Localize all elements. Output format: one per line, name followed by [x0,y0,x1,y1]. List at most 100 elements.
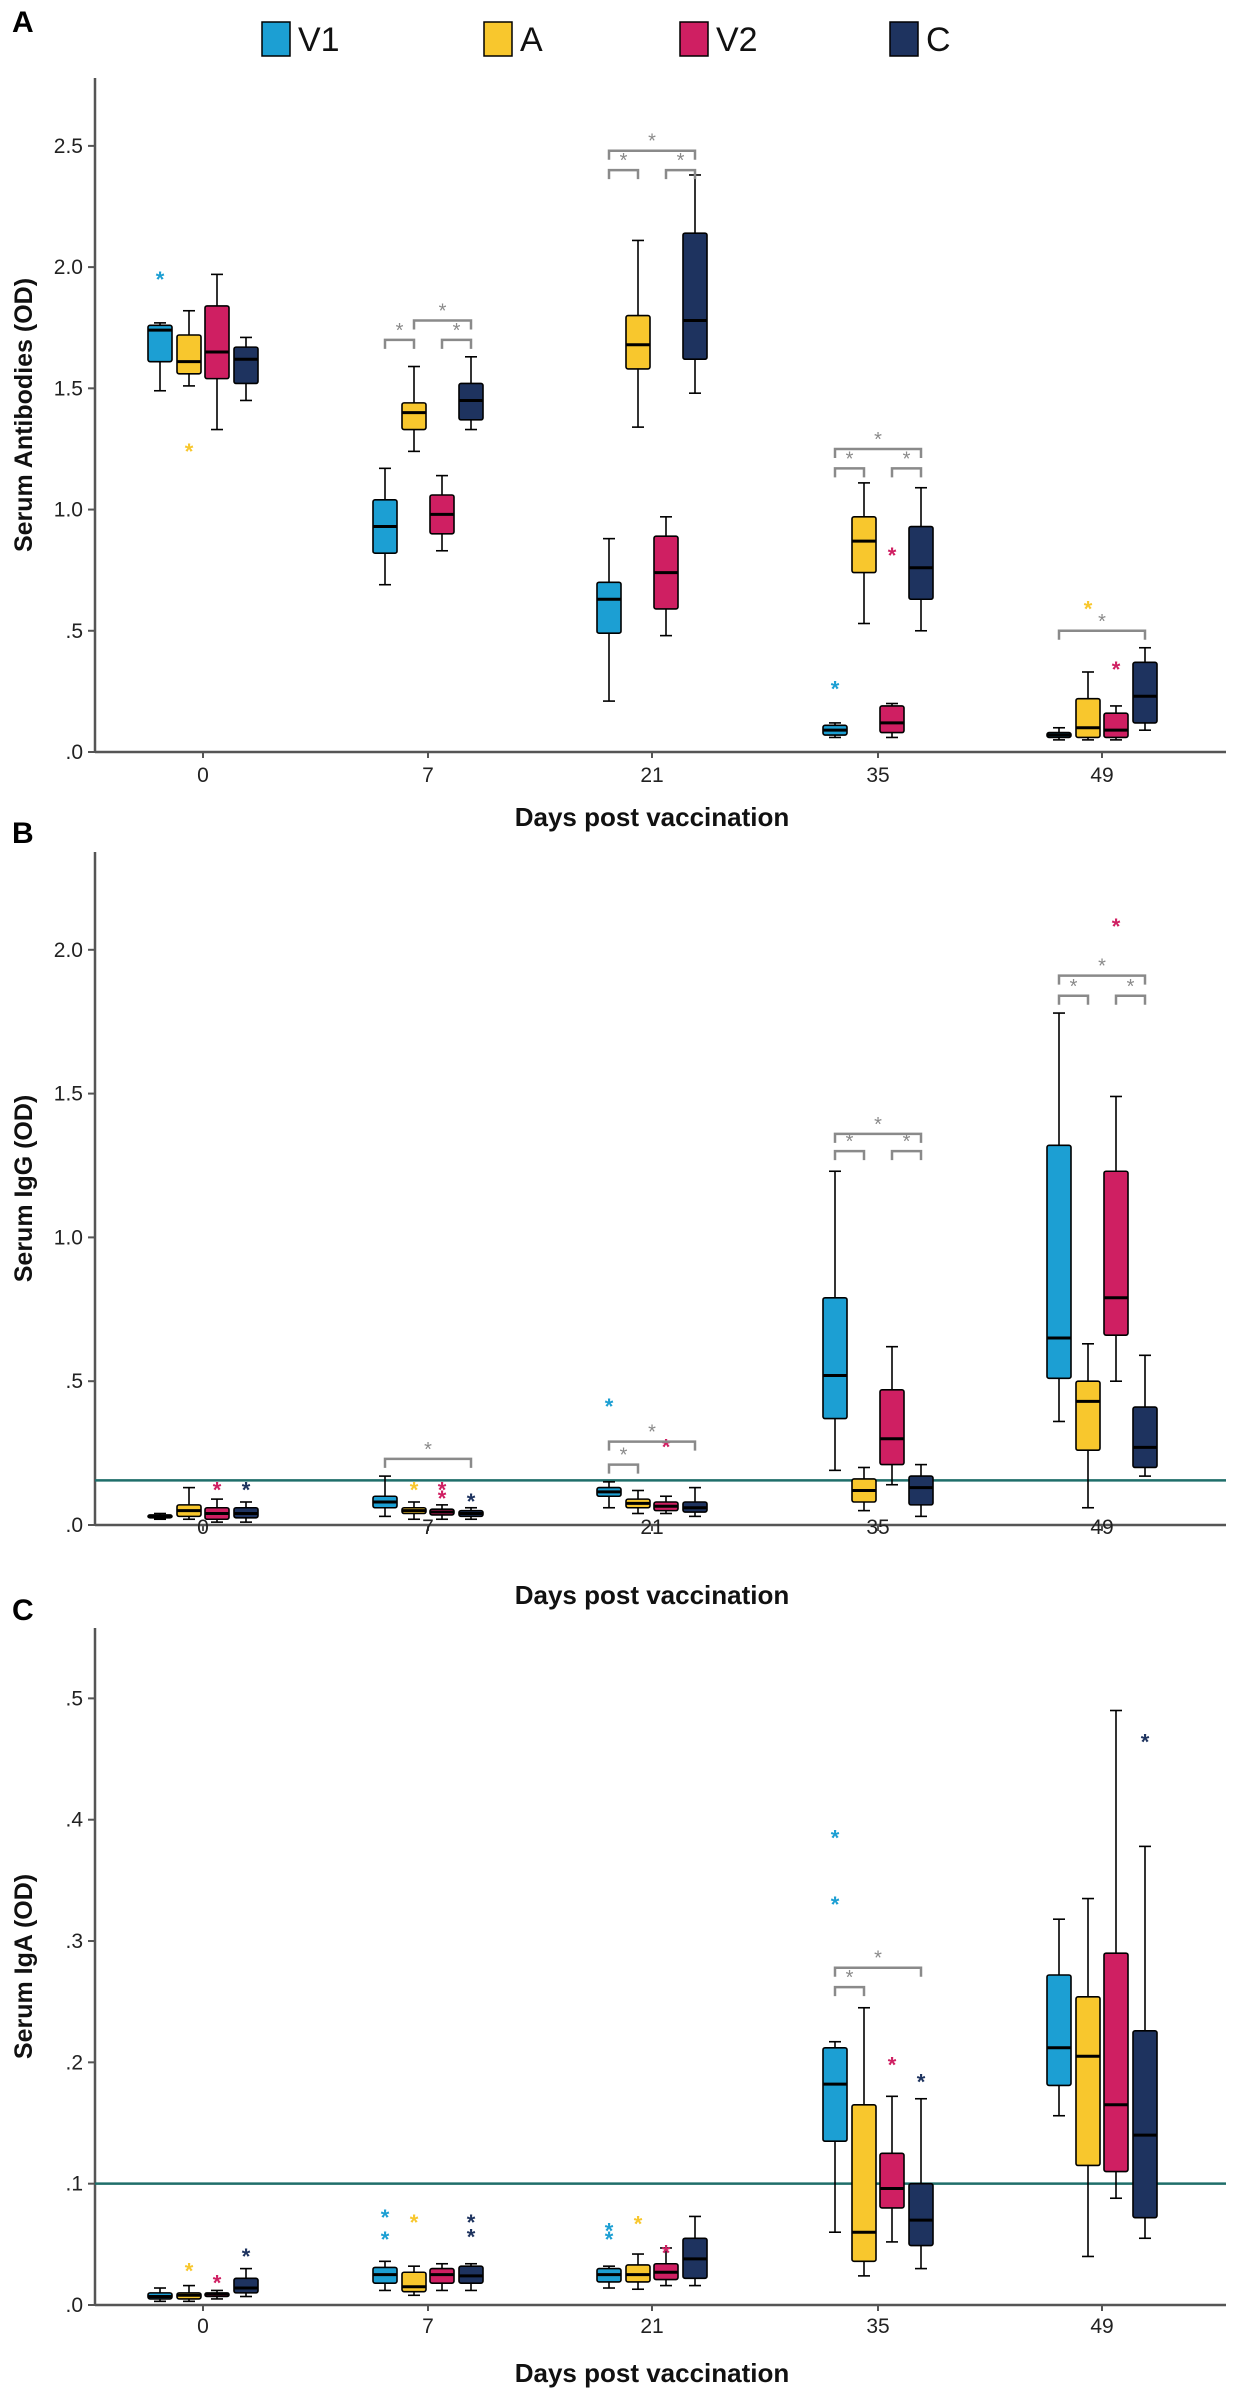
panel-c-box-day0-v1 [147,2287,173,2303]
panel-b-serum-igg: B .0 .5 1.0 1.5 2.0 0 7 21 35 49 Serum IgG (OD) Days… [10,817,1226,1610]
legend-label-a: A [520,21,543,59]
panel-a-box-day49-c [1132,646,1158,731]
panel-b-box-day7-v2 [429,1504,455,1521]
significance-bracket [412,319,473,330]
panel-b-significance-day35-v1-c: * [833,1114,923,1143]
significance-star: * [648,131,656,153]
panel-c-box-day7-c [458,2262,484,2292]
panel-a-y-tick-label: 1.0 [54,499,83,522]
box-body [908,1475,934,1506]
significance-bracket [1057,629,1147,640]
panel-a-box-day35-v1 [822,722,848,739]
significance-star: * [396,320,404,342]
panel-c-outlier-day35-v2: * [888,2052,897,2077]
significance-star: * [620,150,628,172]
panel-a-x-tick-label: 49 [1090,764,1113,787]
panel-b-outlier-day7-v2: * [438,1478,447,1503]
panel-b-outlier-day7-c: * [467,1489,476,1514]
panel-c-outlier-day35-v1: * [831,1825,840,1850]
panel-a-y-tick-label: .5 [65,620,83,643]
box-body [625,314,651,370]
panel-a-box-day35-v2 [879,702,905,739]
panel-c-outlier-day7-c: * [467,2225,476,2250]
panel-b-box-day7-v1 [372,1475,398,1518]
significance-bracket [383,1457,473,1468]
panel-c-outlier-day0-c: * [242,2244,251,2269]
panel-a-box-day49-a [1075,671,1101,741]
panel-b-box-day0-v1 [147,1512,173,1521]
panel-c-box-day49-a [1075,1897,1101,2258]
panel-c-box-day0-v2 [204,2289,230,2300]
panel-c-outlier-day7-v1: * [381,2227,390,2252]
box-body [1046,1144,1072,1380]
panel-c-y-tick-label: .3 [65,1930,83,1953]
box-body [879,1389,905,1466]
panel-c-outlier-day7-v1: * [381,2205,390,2230]
box-body [401,402,427,431]
significance-star: * [874,429,882,451]
panel-c-serum-iga: C .0 .1 .2 .3 .4 .5 0 7 21 35 49 Serum IgA (OD) Days … [10,1594,1226,2388]
panel-c-y-tick-label: .1 [65,2173,83,2196]
panel-b-x-tick-label: 0 [197,1516,209,1539]
legend-label-c: C [926,21,951,59]
panel-a-significance-day7-a-c: * [412,300,473,330]
panel-a-y-tick-label: 1.5 [54,377,83,400]
significance-star: * [439,300,447,322]
significance-bracket [1114,994,1147,1005]
panel-a-outlier-day35-v2: * [888,543,897,568]
panel-a-outlier-day35-v1: * [831,677,840,702]
significance-bracket [383,338,416,349]
significance-star: * [874,1114,882,1136]
significance-bracket [833,1985,866,1997]
box-body [233,346,259,385]
panel-b-y-tick-label: .0 [65,1514,83,1537]
panel-b-significance-day21-v1-c: * [607,1422,697,1451]
significance-bracket [440,338,473,349]
legend: V1 A V2 C [261,21,951,59]
panel-c-x-tick-label: 49 [1090,2315,1113,2338]
panel-b-box-day0-a [176,1486,202,1521]
panel-b-box-day7-c [458,1506,484,1521]
panel-b-box-day21-v2 [653,1495,679,1515]
panel-a-box-day49-v1 [1046,726,1072,741]
panel-c-box-day21-c [682,2215,708,2287]
panel-c-box-day35-c [908,2097,934,2270]
box-body [822,2046,848,2143]
panel-a-serum-antibodies: A .0 .5 1.0 1.5 2.0 2.5 0 7 21 35 49 Serum Antibodie… [10,6,1226,832]
panel-a-significance-day21-v2-c: * [664,150,697,180]
panel-a-y-tick-label: 2.0 [54,256,83,279]
box-body [1075,1996,1101,2167]
panel-b-box-day21-v1 [596,1481,622,1509]
panel-b-y-axis-label: Serum IgG (OD) [10,1095,38,1283]
panel-b-box-day49-a [1075,1343,1101,1509]
panel-c-x-tick-label: 35 [866,2315,889,2338]
panel-c-outlier-day7-c: * [467,2210,476,2235]
significance-star: * [846,448,854,470]
panel-b-letter: B [12,817,34,850]
panel-a-significance-day35-v1-a: * [833,448,866,478]
significance-bracket [833,1966,923,1977]
panel-a-x-axis-label: Days post vaccination [515,802,790,832]
panel-b-x-tick-label: 21 [640,1516,663,1539]
panel-c-y-tick-label: .5 [65,1687,83,1710]
box-body [851,2104,877,2263]
panel-a-box-day7-v1 [372,467,398,586]
panel-b-box-day35-v1 [822,1170,848,1472]
panel-b-significance-day7-v1-c: * [383,1439,473,1468]
box-body [1103,1952,1129,2173]
panel-b-outlier-day7-a: * [410,1478,419,1503]
panel-b-outlier-day21-v2: * [662,1434,671,1459]
panel-a-box-day35-a [851,482,877,625]
box-body [1103,712,1129,739]
panel-c-box-day49-v2 [1103,1709,1129,2200]
box-body [401,2271,427,2293]
panel-b-significance-day49-v2-c: * [1114,976,1147,1005]
panel-c-box-day21-a [625,2253,651,2291]
panel-b-y-tick-label: 1.5 [54,1083,83,1106]
panel-a-significance-day21-v1-a: * [607,150,640,180]
panel-a-significance-day21-v1-c: * [607,131,697,160]
panel-a-y-tick-label: .0 [65,741,83,764]
significance-bracket [833,467,866,478]
significance-star: * [903,1131,911,1153]
panel-a-y-axis-label: Serum Antibodies (OD) [10,278,38,552]
